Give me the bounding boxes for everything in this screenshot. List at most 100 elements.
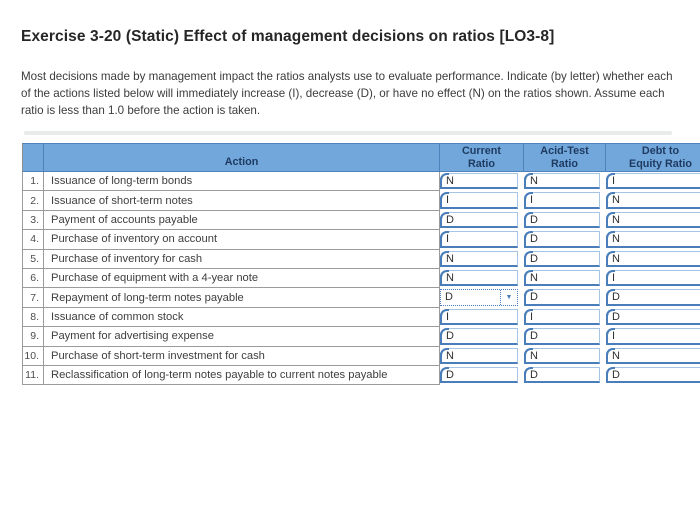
answer-cell-debt[interactable]: N ▼ [606,230,700,249]
answer-cell-acid[interactable]: D ▼ [524,366,606,385]
answer-dropdown[interactable]: N ▼ [606,231,700,248]
answer-letter: I [530,310,534,323]
answer-dropdown[interactable]: N ▼ [440,250,518,267]
row-number: 2. [22,191,44,211]
answer-cell-current[interactable]: D ▼ [440,366,524,385]
action-cell: Issuance of long-term bonds [44,172,440,192]
answer-dropdown[interactable]: N ▼ [524,347,600,364]
answer-cell-acid[interactable]: D ▼ [524,211,606,230]
answer-cell-current[interactable]: I ▼ [440,191,524,210]
answer-dropdown[interactable]: D ▼ [440,211,518,229]
answer-cell-debt[interactable]: N ▼ [606,211,700,230]
answer-cell-current[interactable]: N ▼ [440,250,524,269]
answer-letter: I [446,310,450,323]
answer-dropdown[interactable]: I ▼ [440,231,518,248]
answer-cell-current[interactable]: I ▼ [440,230,524,249]
action-cell: Issuance of short-term notes [44,191,440,211]
answer-dropdown[interactable]: N ▼ [606,250,700,267]
page-title: Exercise 3-20 (Static) Effect of managem… [21,28,555,45]
answer-letter: D [446,368,454,381]
answer-cell-debt[interactable]: D ▼ [606,366,700,385]
answer-letter: N [612,213,620,226]
answer-cell-debt[interactable]: I ▼ [606,172,700,191]
answer-dropdown[interactable]: D ▼ [440,328,518,345]
answer-dropdown[interactable]: N ▼ [440,269,518,287]
answer-dropdown[interactable]: I ▼ [440,192,518,209]
ratios-table: Action Current Ratio Acid-Test Ratio Deb… [22,143,700,386]
answer-dropdown[interactable]: N ▼ [524,173,600,190]
answer-letter: D [612,310,620,323]
answer-cell-acid[interactable]: D ▼ [524,327,606,346]
action-cell: Purchase of short-term investment for ca… [44,346,440,366]
answer-dropdown[interactable]: N ▼ [606,192,700,209]
answer-dropdown[interactable]: N ▼ [606,211,700,229]
answer-cell-acid[interactable]: N ▼ [524,347,606,366]
answer-dropdown[interactable]: N ▼ [524,269,600,287]
ratios-table-wrapper: Action Current Ratio Acid-Test Ratio Deb… [22,143,700,391]
answer-dropdown[interactable]: D ▼ [440,366,518,384]
row-number: 9. [22,327,44,347]
answer-letter: D [612,291,620,304]
answer-cell-debt[interactable]: N ▼ [606,347,700,366]
answer-cell-debt[interactable]: N ▼ [606,191,700,210]
answer-cell-acid[interactable]: D ▼ [524,250,606,269]
answer-cell-debt[interactable]: D ▼ [606,308,700,327]
answer-dropdown[interactable]: D ▼ [524,289,600,306]
answer-cell-debt[interactable]: I ▼ [606,269,700,288]
action-cell: Issuance of common stock [44,307,440,328]
answer-dropdown[interactable]: I ▼ [606,173,700,190]
answer-cell-debt[interactable]: D ▼ [606,288,700,307]
answer-cell-current[interactable]: D ▼ [440,211,524,230]
answer-dropdown[interactable]: D ▼ [606,289,700,306]
answer-dropdown[interactable]: D ▼ [606,308,700,326]
answer-letter: N [530,175,538,187]
answer-dropdown[interactable]: N ▼ [440,173,518,190]
action-cell: Payment for advertising expense [44,327,440,347]
answer-cell-current[interactable]: I ▼ [440,308,524,327]
answer-letter: N [612,233,620,246]
answer-cell-acid[interactable]: I ▼ [524,191,606,210]
answer-dropdown[interactable]: I ▼ [524,192,600,209]
header-action: Action [44,143,440,172]
answer-cell-acid[interactable]: D ▼ [524,288,606,307]
answer-letter: D [530,330,538,343]
answer-dropdown[interactable]: I ▼ [524,308,600,326]
dropdown-arrow-icon[interactable]: ▼ [500,290,517,305]
answer-cell-current[interactable]: N ▼ [440,347,524,366]
answer-dropdown[interactable]: I ▼ [440,308,518,326]
answer-dropdown[interactable]: D ▼ [524,328,600,345]
answer-letter: D [612,368,620,381]
header-acid-test-ratio: Acid-Test Ratio [524,143,606,172]
answer-cell-debt[interactable]: N ▼ [606,250,700,269]
row-number: 1. [22,172,44,192]
action-cell: Purchase of inventory for cash [44,249,440,269]
answer-dropdown[interactable]: I ▼ [606,328,700,345]
answer-letter: N [446,271,454,284]
row-number: 3. [22,210,44,231]
answer-dropdown[interactable]: N ▼ [606,347,700,364]
answer-cell-current[interactable]: N ▼ [440,172,524,191]
answer-letter: D [530,213,538,226]
answer-dropdown[interactable]: N ▼ [440,347,518,364]
answer-dropdown[interactable]: D ▼ [524,231,600,248]
row-number: 4. [22,230,44,250]
answer-cell-acid[interactable]: I ▼ [524,308,606,327]
answer-cell-current[interactable]: N ▼ [440,269,524,288]
answer-cell-acid[interactable]: N ▼ [524,172,606,191]
answer-dropdown[interactable]: D ▼ [524,250,600,267]
answer-cell-debt[interactable]: I ▼ [606,327,700,346]
answer-cell-current[interactable]: D ▼ [440,327,524,346]
answer-letter: N [446,252,454,265]
instructions-text: Most decisions made by management impact… [21,70,673,117]
answer-dropdown[interactable]: D ▼ [606,366,700,384]
answer-cell-current[interactable]: D ▼ [440,288,524,307]
answer-cell-acid[interactable]: D ▼ [524,230,606,249]
answer-dropdown[interactable]: D ▼ [440,289,518,306]
answer-dropdown[interactable]: D ▼ [524,211,600,229]
answer-cell-acid[interactable]: N ▼ [524,269,606,288]
answer-dropdown[interactable]: I ▼ [606,269,700,287]
answer-dropdown[interactable]: D ▼ [524,366,600,384]
answer-letter: I [612,175,616,187]
answer-letter: D [446,213,454,226]
answer-letter: D [530,368,538,381]
